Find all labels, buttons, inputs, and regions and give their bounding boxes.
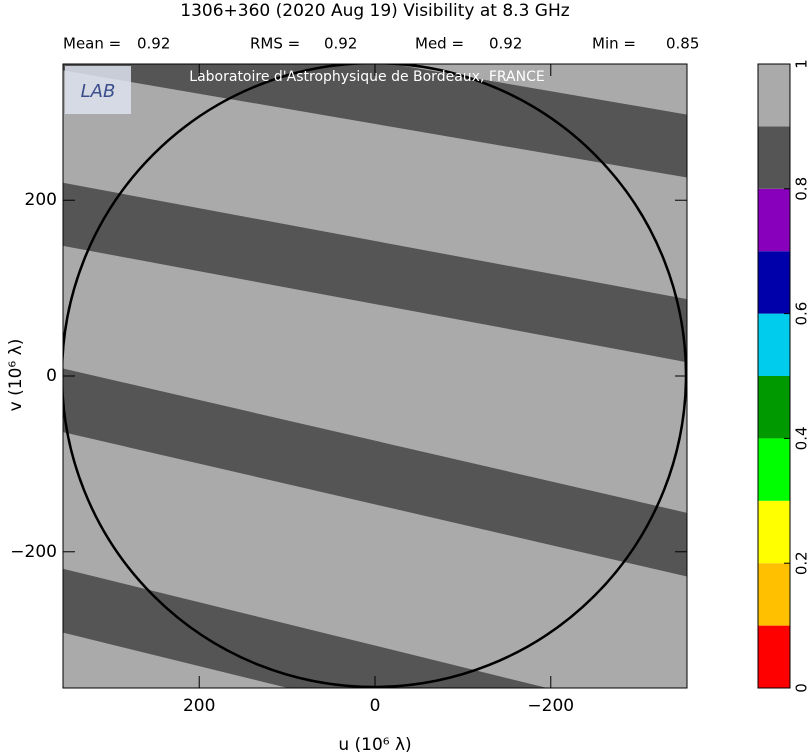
watermark: Laboratoire d'Astrophysique de Bordeaux,… (189, 69, 544, 85)
colorbar-tick-label: 0.8 (793, 177, 810, 201)
chart-title: 1306+360 (2020 Aug 19) Visibility at 8.3… (180, 1, 569, 21)
colorbar-segment (758, 625, 790, 688)
x-tick-label: 0 (370, 696, 381, 716)
colorbar-segment (758, 563, 790, 626)
x-tick-label: −200 (527, 696, 574, 716)
stat-value: 0.92 (137, 35, 170, 53)
colorbar-tick-label: 0.6 (793, 302, 810, 326)
stat-label: Med = (415, 35, 464, 53)
stat-value: 0.92 (489, 35, 522, 53)
colorbar-segment (758, 126, 790, 189)
colorbar-tick-label: 0.2 (793, 551, 810, 575)
background (63, 64, 687, 688)
colorbar-segment (758, 251, 790, 314)
colorbar-segment (758, 313, 790, 376)
x-axis-label: u (10⁶ λ) (338, 735, 411, 755)
y-tick-label: −200 (10, 542, 57, 562)
stat-value: 0.92 (324, 35, 357, 53)
logo-box (65, 66, 131, 114)
stat-label: Mean = (63, 35, 121, 53)
colorbar-segment (758, 188, 790, 252)
colorbar-tick-label: 1 (793, 59, 810, 69)
y-tick-label: 0 (46, 366, 57, 386)
y-tick-label: 200 (25, 190, 57, 210)
band (63, 182, 687, 363)
colorbar-outline (757, 63, 791, 689)
band (63, 64, 687, 178)
colorbar-segment (758, 438, 790, 501)
stat-value: 0.85 (666, 35, 699, 53)
stat-label: RMS = (250, 35, 300, 53)
colorbar-segment (758, 376, 790, 439)
band (63, 368, 687, 577)
colorbar-segment (758, 64, 790, 127)
stat-label: Min = (592, 35, 636, 53)
colorbar-tick-label: 0 (793, 683, 810, 693)
y-axis-label: v (10⁶ λ) (6, 339, 26, 412)
uv-circle (63, 64, 687, 688)
colorbar-tick-label: 0.4 (793, 426, 810, 450)
visibility-field (63, 64, 687, 688)
colorbar-segment (758, 500, 790, 564)
x-tick-label: 200 (183, 696, 215, 716)
logo: LAB (81, 81, 116, 102)
